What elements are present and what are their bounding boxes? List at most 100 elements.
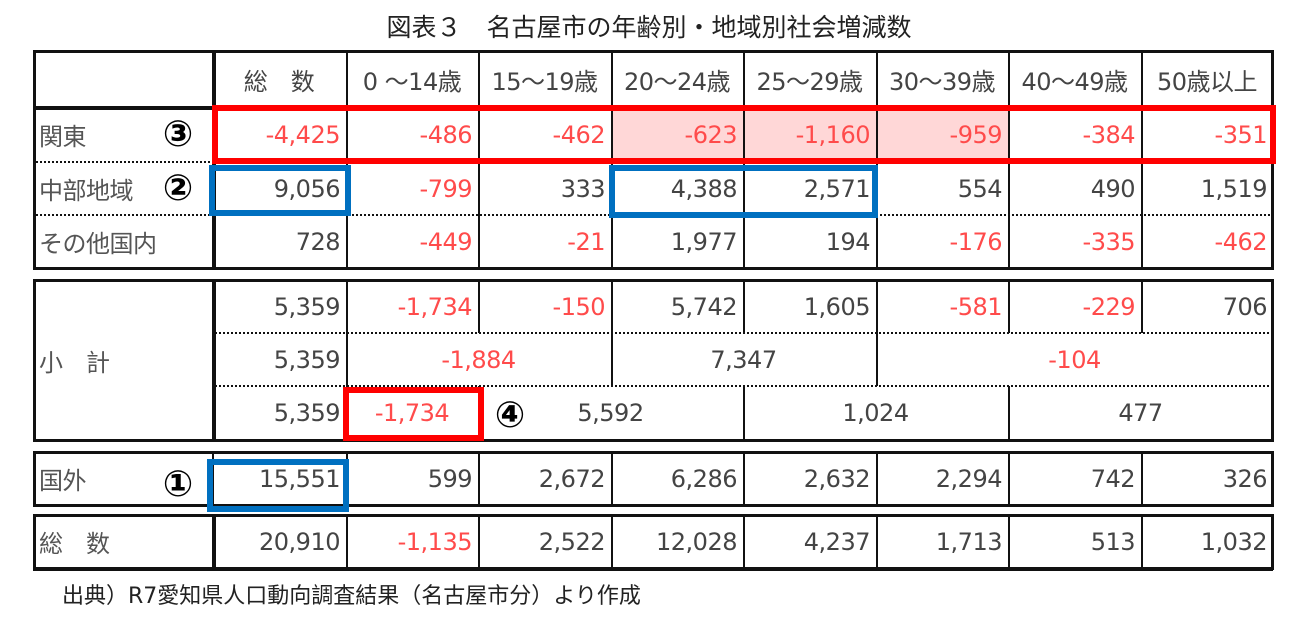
table-cell: 6,286 — [670, 464, 738, 493]
column-divider — [212, 514, 216, 570]
table-cell: 513 — [1090, 527, 1136, 556]
column-divider — [876, 279, 878, 333]
table-cell: 326 — [1222, 464, 1268, 493]
table-cell: 1,713 — [935, 527, 1003, 556]
table-cell: -581 — [949, 292, 1003, 321]
column-divider — [876, 451, 878, 507]
table-cell: 742 — [1090, 464, 1136, 493]
table-cell: -462 — [1214, 227, 1268, 256]
table-cell: -176 — [949, 227, 1003, 256]
table-cell: 1,032 — [1200, 527, 1268, 556]
column-divider — [33, 514, 36, 570]
table-cell: 5,742 — [670, 292, 738, 321]
table-cell: 2,632 — [803, 464, 871, 493]
column-divider — [611, 514, 613, 570]
row-label: 小 計 — [39, 348, 110, 377]
table-cell: 9,056 — [273, 174, 341, 203]
merged-cell: 5,359 — [273, 399, 341, 427]
column-divider — [478, 279, 480, 333]
row-divider — [33, 279, 1273, 282]
table-cell: -959 — [876, 107, 1008, 162]
column-header: 25～29歳 — [756, 68, 863, 96]
column-divider — [743, 451, 745, 507]
table-cell: -150 — [552, 292, 606, 321]
circled-number-annotation: ④ — [494, 394, 526, 436]
row-label: 国外 — [39, 467, 87, 495]
table-cell: -335 — [1082, 227, 1136, 256]
merged-cell: -1,734 — [374, 399, 450, 427]
column-divider — [33, 279, 36, 442]
highlight-box-kanto — [212, 105, 1276, 164]
table-cell: 4,237 — [803, 527, 871, 556]
column-header: 20～24歳 — [623, 68, 731, 96]
row-divider — [33, 50, 1273, 53]
table-cell: -4,425 — [265, 120, 341, 149]
highlight-box-chubu-20s — [609, 165, 878, 218]
merged-cell: 5,592 — [577, 399, 644, 427]
source-note: 出典）R7愛知県人口動向調査結果（名古屋市分）より作成 — [62, 584, 641, 609]
table-cell: 12,028 — [656, 527, 737, 556]
column-divider — [212, 451, 214, 507]
row-label: 関東 — [39, 123, 87, 151]
highlight-box-subtotal-0-14 — [343, 387, 484, 441]
table-title: 図表３ 名古屋市の年齢別・地域別社会増減数 — [386, 13, 912, 42]
column-divider — [478, 451, 480, 507]
table-cell: 728 — [295, 227, 341, 256]
column-header: 総 数 — [243, 68, 315, 96]
table-cell: -462 — [552, 120, 606, 149]
column-divider — [1141, 451, 1143, 507]
table-cell: 2,571 — [803, 174, 871, 203]
column-divider — [876, 514, 878, 570]
row-label: 総 数 — [39, 530, 110, 558]
column-divider — [478, 514, 480, 570]
column-divider — [1141, 279, 1143, 333]
table-cell: 2,522 — [538, 527, 606, 556]
column-header: 15～19歳 — [491, 68, 598, 96]
column-divider — [1271, 451, 1274, 507]
column-divider — [743, 514, 745, 570]
table-cell: 333 — [560, 174, 606, 203]
table-cell: 194 — [825, 227, 871, 256]
table-cell: -449 — [419, 227, 473, 256]
circled-number-annotation: ① — [162, 463, 194, 505]
highlight-box-abroad-total — [207, 459, 349, 512]
highlight-box-chubu-total — [209, 165, 351, 216]
table-cell: -384 — [1082, 120, 1136, 149]
table-cell: 4,388 — [670, 174, 738, 203]
table-cell: 2,294 — [935, 464, 1003, 493]
column-divider — [743, 279, 745, 333]
table-cell: -486 — [419, 120, 473, 149]
column-divider — [1141, 514, 1143, 570]
table-cell: 706 — [1222, 292, 1268, 321]
table-cell: -21 — [567, 227, 605, 256]
table-cell: 599 — [427, 464, 473, 493]
table-cell: 1,519 — [1200, 174, 1268, 203]
row-divider — [33, 567, 1273, 571]
table-cell: 2,672 — [538, 464, 606, 493]
table-cell: 1,977 — [670, 227, 738, 256]
row-label: 中部地域 — [39, 177, 134, 205]
row-label: その他国内 — [39, 230, 157, 258]
column-divider — [743, 386, 745, 442]
merged-cell: 7,347 — [710, 345, 777, 374]
column-header: 40～49歳 — [1021, 68, 1128, 96]
column-divider — [346, 514, 348, 570]
column-header: 30～39歳 — [888, 68, 996, 96]
row-divider — [33, 504, 1273, 507]
column-divider — [611, 333, 613, 386]
column-divider — [876, 333, 878, 386]
table-cell: -623 — [611, 107, 743, 162]
table-cell: 1,605 — [803, 292, 871, 321]
column-divider — [33, 451, 36, 507]
table-cell: -1,160 — [743, 107, 876, 162]
table-cell: 554 — [957, 174, 1003, 203]
column-divider — [611, 451, 613, 507]
column-divider — [1008, 451, 1010, 507]
merged-cell: -1,884 — [441, 345, 516, 374]
table-cell: -799 — [419, 174, 473, 203]
row-divider — [33, 451, 1273, 454]
table-cell: -229 — [1082, 292, 1136, 321]
circled-number-annotation: ② — [162, 167, 194, 209]
row-divider — [212, 385, 1273, 387]
row-divider — [33, 267, 1273, 270]
